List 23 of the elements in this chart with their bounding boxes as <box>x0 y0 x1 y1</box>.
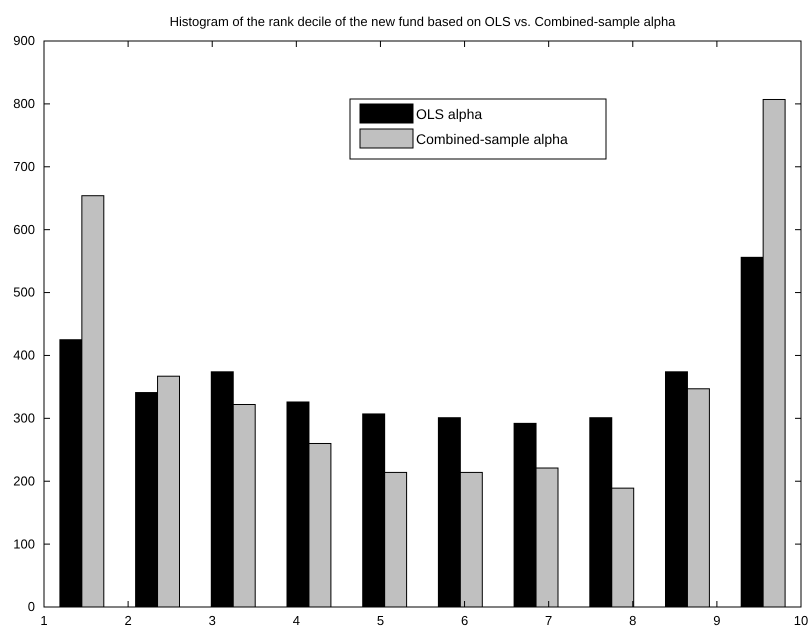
legend-label: OLS alpha <box>416 106 482 122</box>
x-tick-label: 2 <box>124 613 132 628</box>
x-tick-label: 10 <box>794 613 808 628</box>
y-tick-label: 700 <box>13 158 35 174</box>
chart-title: Histogram of the rank decile of the new fund based on OLS vs. Combined-sample alpha <box>170 14 676 29</box>
x-tick-label: 3 <box>208 613 216 628</box>
x-tick-label: 4 <box>292 613 300 628</box>
y-tick-label: 300 <box>13 410 35 426</box>
x-tick-label: 5 <box>376 613 384 628</box>
x-tick-label: 6 <box>460 613 468 628</box>
legend-label: Combined-sample alpha <box>416 131 568 147</box>
y-tick-label: 600 <box>13 222 35 237</box>
y-tick-label: 800 <box>13 96 35 112</box>
y-tick-label: 400 <box>13 348 35 363</box>
y-tick-label: 900 <box>13 33 35 48</box>
y-tick-label: 0 <box>28 599 35 614</box>
x-tick-label: 7 <box>545 613 552 628</box>
x-tick-label: 8 <box>629 613 636 628</box>
x-tick-label: 9 <box>713 613 721 628</box>
y-tick-label: 500 <box>13 284 35 300</box>
x-tick-label: 1 <box>40 613 48 628</box>
y-tick-label: 200 <box>13 473 35 488</box>
y-tick-label: 100 <box>13 536 35 552</box>
